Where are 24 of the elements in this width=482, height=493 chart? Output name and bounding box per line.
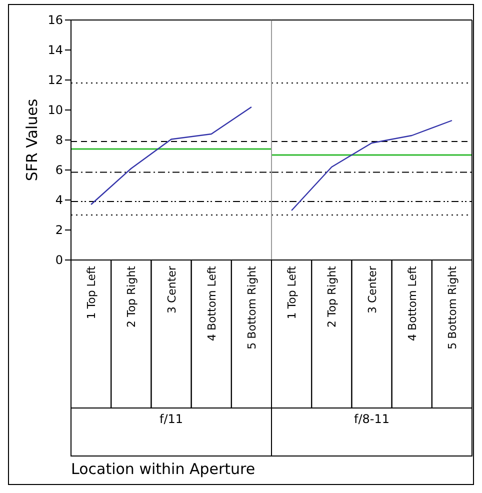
x-axis-title: f/11	[159, 412, 184, 426]
y-tick-label: 8	[55, 133, 63, 148]
y-tick-label: 10	[48, 103, 63, 118]
y-tick-label: 16	[48, 13, 63, 28]
line-series	[90, 106, 252, 206]
x-axis-title: f/8-11	[354, 412, 390, 426]
x-tick-label: 5 Bottom Right	[446, 265, 459, 350]
x-tick-label: 2 Top Right	[326, 265, 339, 328]
x-tick-label: 4 Bottom Left	[205, 265, 218, 342]
text: Location within Aperture	[71, 460, 256, 478]
y-tick-label: 4	[55, 193, 63, 208]
y-tick-label: 12	[48, 73, 63, 88]
x-tick-label: 3 Center	[366, 266, 379, 314]
x-tick-label: 1 Top Left	[286, 265, 299, 320]
y-axis-title: SFR Values	[23, 98, 41, 182]
x-tick-label: 2 Top Right	[125, 265, 138, 328]
y-tick-label: 0	[55, 253, 63, 268]
x-tick-label: 1 Top Left	[85, 265, 98, 320]
x-tick-label: 3 Center	[165, 266, 178, 314]
y-tick-label: 2	[55, 223, 63, 238]
y-tick-label: 14	[48, 43, 63, 58]
y-tick-label: 6	[55, 163, 63, 178]
x-tick-label: 5 Bottom Right	[245, 265, 258, 350]
x-tick-label: 4 Bottom Left	[406, 265, 419, 342]
